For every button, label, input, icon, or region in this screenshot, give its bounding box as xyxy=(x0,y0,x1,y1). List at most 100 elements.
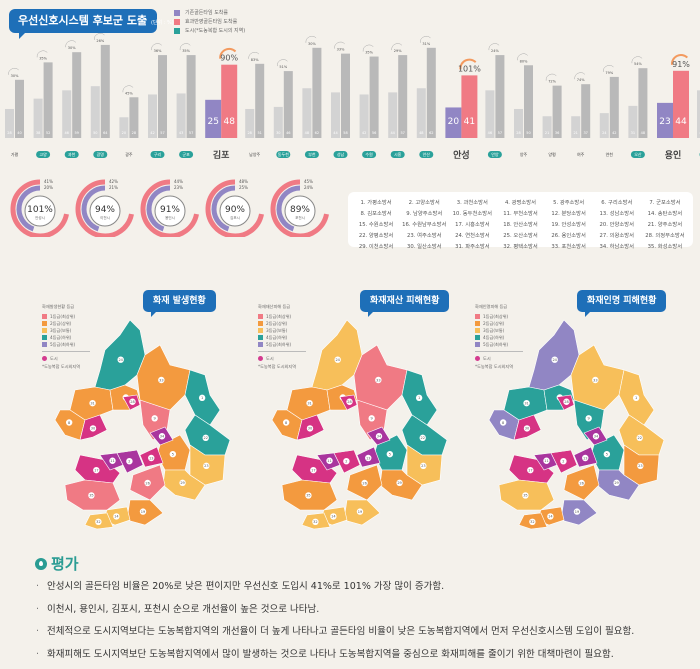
bar-after-label: 59 xyxy=(74,131,78,135)
region-marker xyxy=(312,518,319,525)
region-marker xyxy=(368,415,375,422)
city-badge xyxy=(390,151,405,158)
map-region: 23 xyxy=(623,444,660,486)
category-label: 고양 xyxy=(39,151,47,157)
bar-before xyxy=(148,94,157,138)
station-item: 22. 양평소방서 xyxy=(358,232,394,239)
rate-label: 90% xyxy=(220,54,238,63)
region-marker xyxy=(592,433,600,440)
bar-group: 50 64 26% 광명 xyxy=(90,33,110,158)
bar-after xyxy=(43,62,53,139)
map-region: 28 xyxy=(556,394,575,411)
ring-before-value: 25% xyxy=(239,185,248,190)
rate-label: 31% xyxy=(422,42,430,46)
rate-arc xyxy=(488,43,500,51)
bar-group: 44 58 33% 성남 xyxy=(331,41,350,158)
map-region: 34 xyxy=(366,426,391,446)
bar-before-label: 42 xyxy=(362,131,366,135)
region-number: 14 xyxy=(114,515,119,519)
legend-swatch xyxy=(174,9,180,16)
map-region: 1 xyxy=(401,369,438,426)
region-number: 2 xyxy=(345,460,347,464)
region-marker xyxy=(636,434,643,442)
region-number: 24 xyxy=(552,358,557,362)
map-legend-swatch xyxy=(42,314,47,319)
legend-item-before: 기존골든타임 도착률 xyxy=(174,8,245,17)
ring-after-value: 45% xyxy=(304,179,313,184)
map-region: 13 xyxy=(573,446,598,468)
region-marker xyxy=(613,479,620,487)
ring-chart: 101%안성시 41%20% xyxy=(10,179,69,237)
map-legend: 화재인명피해 등급 1등급(최상위) 2등급(상위) 3등급(보통) 4등급(하위) 5등… xyxy=(475,304,523,369)
category-label: 광주 xyxy=(125,151,133,157)
city-badge xyxy=(150,151,165,158)
rate-label: 35% xyxy=(365,51,373,55)
map-legend-item: 2등급(상위) xyxy=(475,320,523,327)
region-marker xyxy=(632,394,640,402)
rate-label: 80% xyxy=(520,59,528,63)
region-marker xyxy=(527,466,534,474)
region-number: 9 xyxy=(588,417,590,421)
category-label: 김포 xyxy=(213,149,230,160)
bar-after-label: 57 xyxy=(400,131,404,135)
bar-after-label: 28 xyxy=(132,131,136,135)
region-marker xyxy=(144,479,151,487)
bar-after-label: 42 xyxy=(612,131,616,135)
rate-label: 35% xyxy=(182,49,190,53)
station-item: 18. 안산소방서 xyxy=(503,221,538,228)
map-legend-swatch xyxy=(258,328,263,333)
bar-after xyxy=(426,47,436,138)
map-legend-label: 2등급(상위) xyxy=(483,320,505,326)
ring-charts: 101%안성시 41%20% 94%이천시 42%21% 91%용인시 44%23% 90%… xyxy=(10,179,329,237)
map-region: 30 xyxy=(79,414,108,441)
bar-group: 43 57 35% 군포 xyxy=(176,43,196,158)
rate-arc xyxy=(517,53,528,61)
rate-arc xyxy=(36,50,48,58)
map-legend-item: 5등급(최하위) xyxy=(42,341,90,348)
region-number: 11 xyxy=(544,459,548,463)
rate-arc xyxy=(305,36,317,43)
rate-label: 36% xyxy=(154,49,162,53)
map-legend-swatch xyxy=(475,342,480,347)
region-number: 35 xyxy=(523,494,527,498)
ring-before-arc xyxy=(211,185,236,232)
region-marker xyxy=(585,415,592,422)
bar-after-label: 50 xyxy=(526,131,530,135)
bar-group: 42 56 35% 수원 xyxy=(359,44,379,158)
region-marker xyxy=(573,508,581,515)
region-number: 19 xyxy=(575,510,579,514)
rate-label: 74% xyxy=(577,78,585,82)
category-label: 가평 xyxy=(11,151,19,157)
bar-before xyxy=(445,107,462,138)
region-number: 13 xyxy=(583,456,587,460)
ring-chart: 89%포천시 45%24% xyxy=(270,179,329,237)
ring-after-value: 48% xyxy=(239,179,248,184)
region-marker xyxy=(129,398,136,405)
station-item: 32. 평택소방서 xyxy=(503,243,538,250)
map-region: 19 xyxy=(126,499,164,526)
map-legend: 화재발생현황 등급 1등급(최상위) 2등급(상위) 3등급(보통) 4등급(하위) 5등… xyxy=(42,304,90,369)
bar-before-label: 28 xyxy=(7,131,11,135)
rate-arc xyxy=(94,33,105,40)
evaluation-item: 전체적으로 도시지역보다는 도농복합지역의 개선율이 더 높게 나타나고 골든타… xyxy=(36,625,634,648)
map-region: 35 xyxy=(281,479,338,511)
ring-before-arc xyxy=(276,185,301,232)
region-number: 31 xyxy=(90,401,94,405)
map-legend-label: 5등급(최하위) xyxy=(483,341,509,347)
ring-label: 김포시 xyxy=(230,215,240,220)
city-badge xyxy=(276,151,291,158)
city-marker-icon xyxy=(258,356,263,361)
region-shape xyxy=(136,344,191,411)
city-marker-icon xyxy=(42,356,47,361)
region-marker xyxy=(346,398,353,405)
station-item: 19. 안성소방서 xyxy=(551,221,586,228)
bar-before xyxy=(90,86,100,138)
region-number: 26 xyxy=(362,481,366,485)
map-legend: 화재재산피해 등급 1등급(최상위) 2등급(상위) 3등급(보통) 4등급(하위) 5등… xyxy=(258,304,306,369)
bar-before-label: 31 xyxy=(631,131,635,135)
category-label: 구리 xyxy=(154,151,162,157)
bar-group: 38 52 35% 고양 xyxy=(33,50,53,158)
map-legend-item: 1등급(최상위) xyxy=(42,313,90,320)
legend-item-city: 도시(*도농복합 도시의 지역) xyxy=(174,26,245,35)
map-region: 1 xyxy=(184,369,221,426)
